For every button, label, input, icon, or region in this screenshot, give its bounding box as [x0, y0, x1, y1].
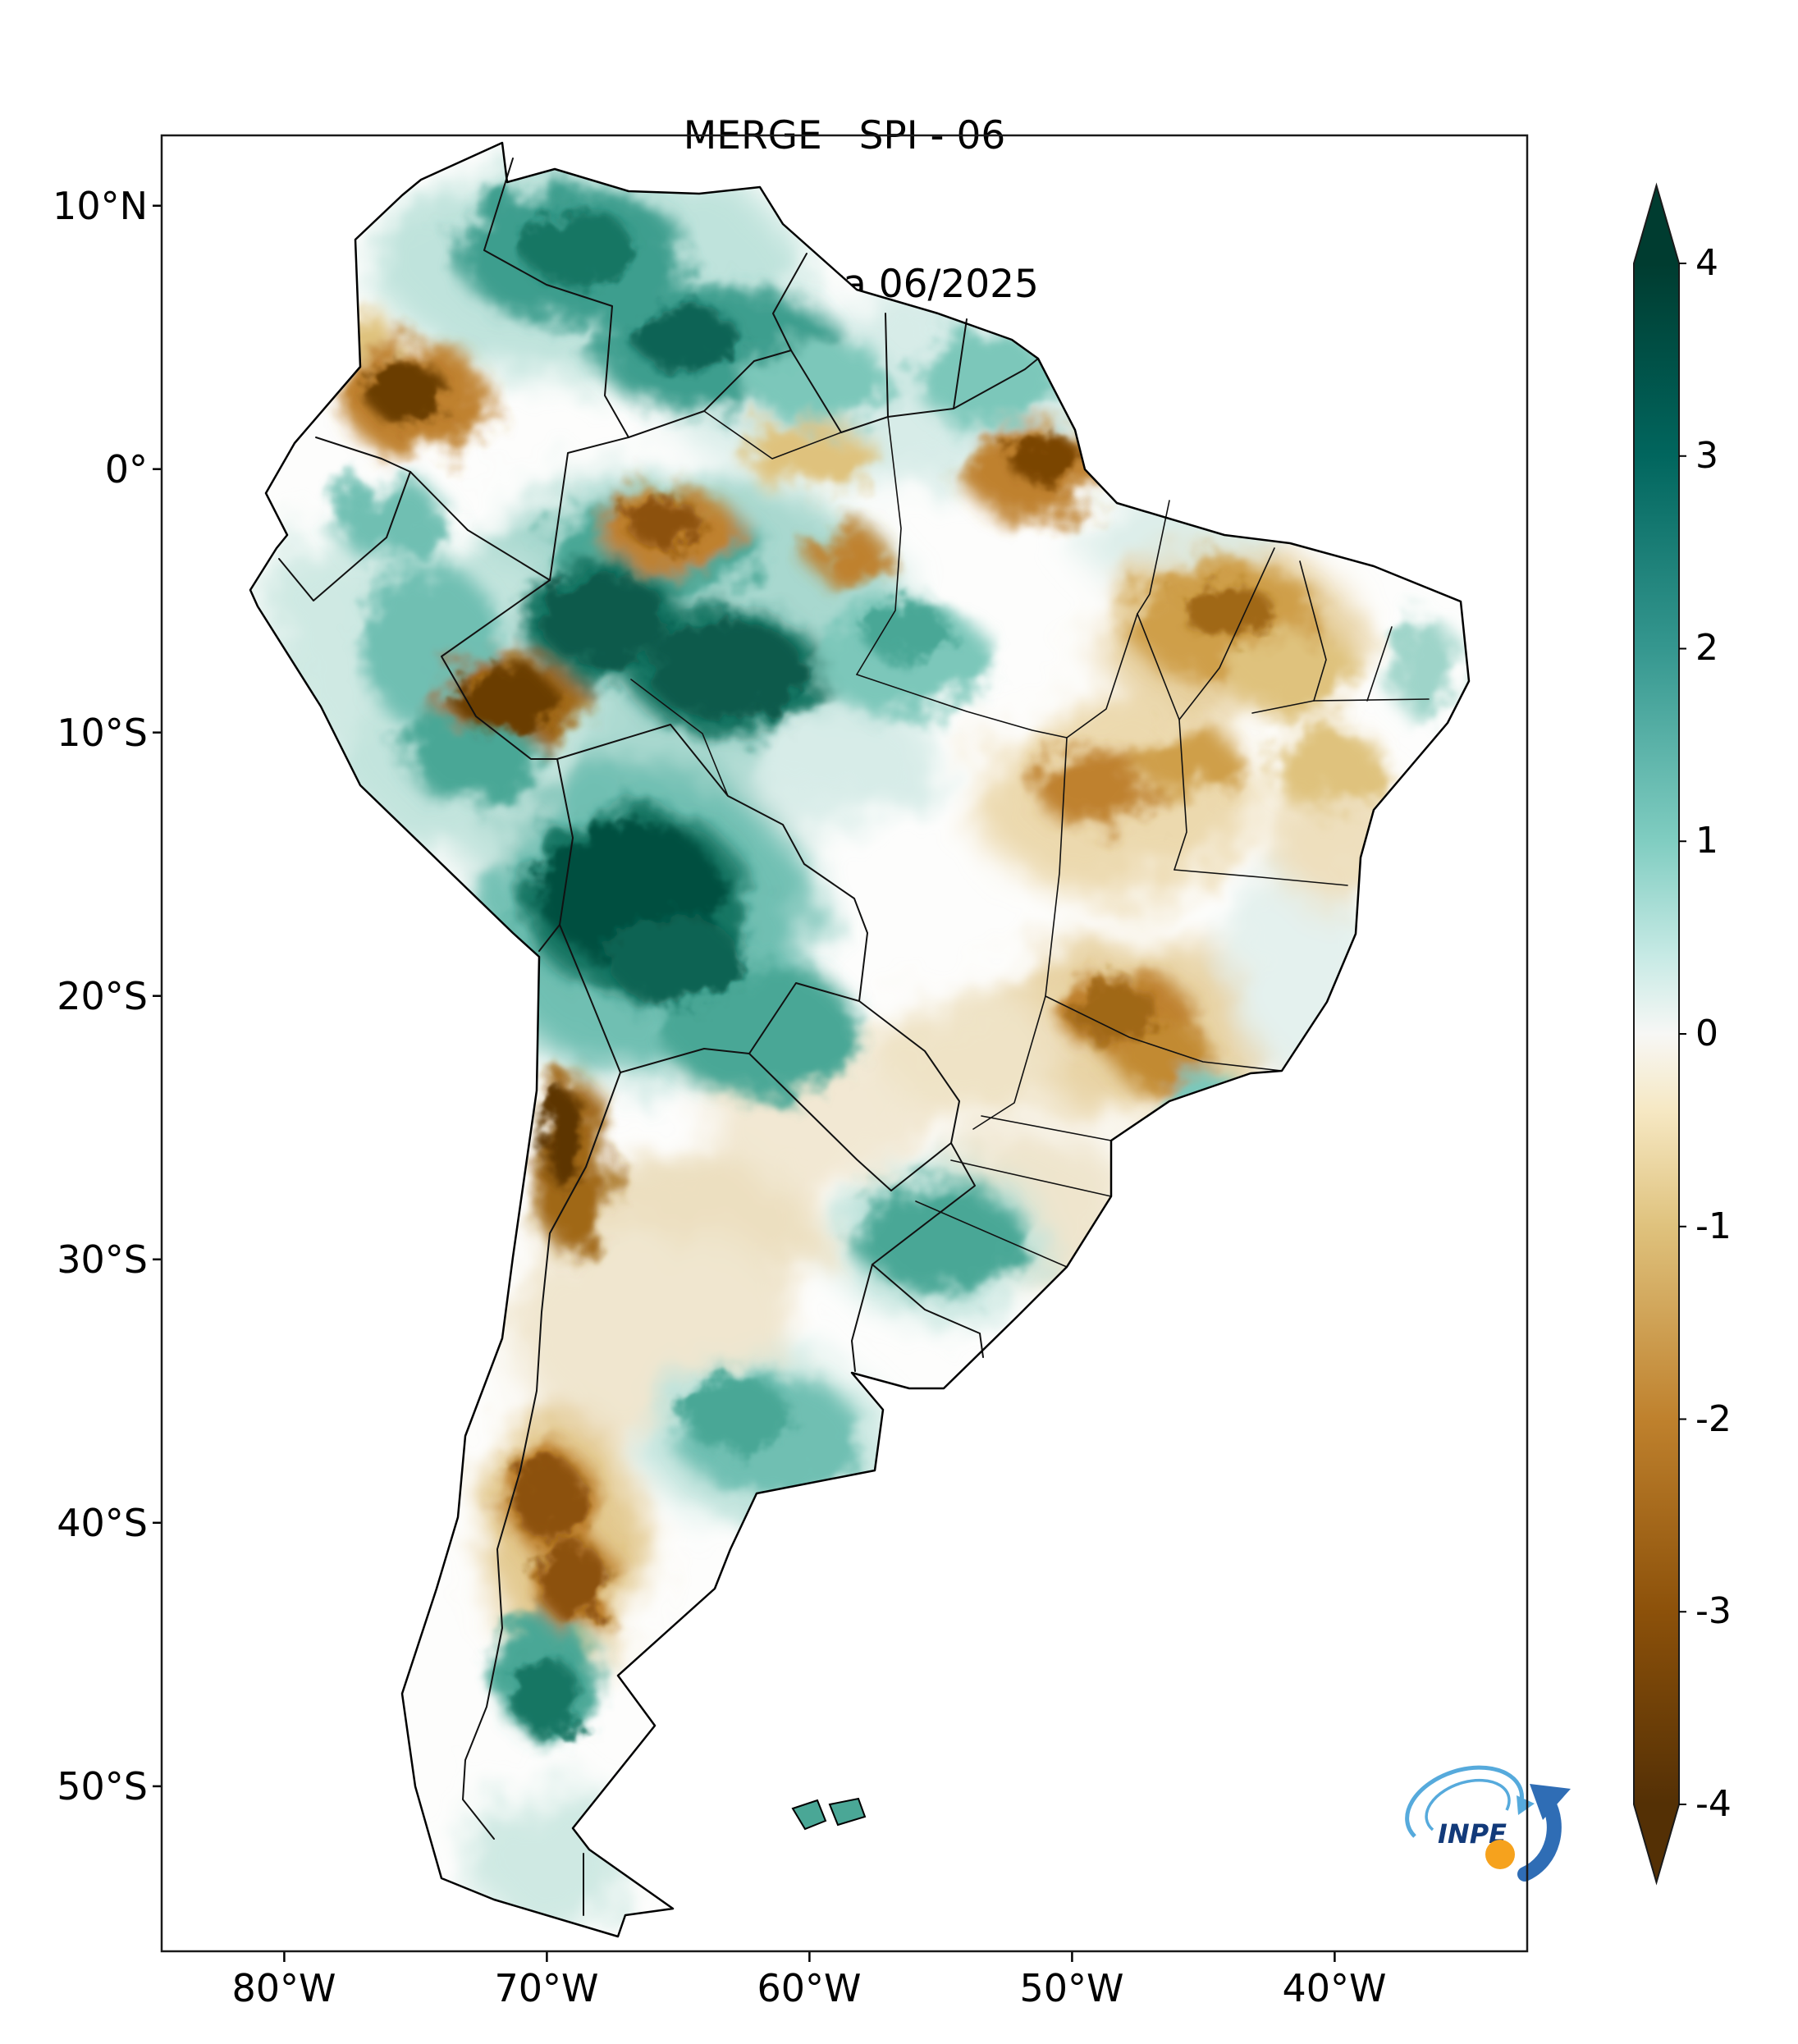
spi-raster-core-layer [366, 211, 1273, 1739]
colorbar-tick-label: -2 [1695, 1398, 1732, 1440]
colorbar-tick-label: -1 [1695, 1205, 1732, 1247]
inpe-logo: INPE [1405, 1765, 1571, 1882]
colorbar-tick-label: -4 [1695, 1783, 1732, 1825]
y-tick-label: 20°S [57, 974, 148, 1018]
spi-raster [250, 143, 1469, 1937]
orange-sphere-icon [1485, 1840, 1515, 1869]
plot-frame [160, 134, 1529, 1953]
x-tick-label: 70°W [494, 1966, 599, 2010]
colorbar-tick-label: 4 [1695, 242, 1718, 284]
orbit-icon [1405, 1765, 1524, 1838]
y-tick-label: 40°S [57, 1501, 148, 1545]
colorbar-tick-label: 0 [1695, 1013, 1718, 1054]
x-tick-label: 50°W [1019, 1966, 1124, 2010]
y-tick-label: 30°S [57, 1237, 148, 1282]
colorbar-tick-label: 3 [1695, 435, 1718, 477]
south-america-map: INPE [153, 134, 1571, 1962]
colorbar-ticks [1679, 263, 1686, 1805]
orbit-arrowhead-icon [1517, 1795, 1535, 1815]
orbit-inner-icon [1425, 1778, 1511, 1831]
y-tick-label: 50°S [57, 1764, 148, 1809]
axis-ticks [153, 204, 1336, 1962]
blue-arrow-icon [1517, 1795, 1562, 1882]
y-tick-label: 10°S [57, 711, 148, 755]
colorbar-tick-label: 2 [1695, 627, 1718, 669]
state-borders [630, 410, 1430, 1268]
x-tick-label: 60°W [757, 1966, 862, 2010]
colorbar-tick-label: -3 [1695, 1590, 1732, 1632]
colorbar-tick-label: 1 [1695, 820, 1718, 862]
coastline [249, 141, 1471, 1938]
x-tick-label: 40°W [1282, 1966, 1387, 2010]
colorbar-gradient [1633, 182, 1680, 1886]
blue-arrowhead-icon [1530, 1784, 1571, 1820]
y-tick-label: 0° [104, 447, 148, 492]
x-tick-label: 80°W [231, 1966, 336, 2010]
falkland-islands [791, 1797, 867, 1831]
y-tick-label: 10°N [53, 184, 148, 228]
colorbar [1633, 182, 1686, 1886]
